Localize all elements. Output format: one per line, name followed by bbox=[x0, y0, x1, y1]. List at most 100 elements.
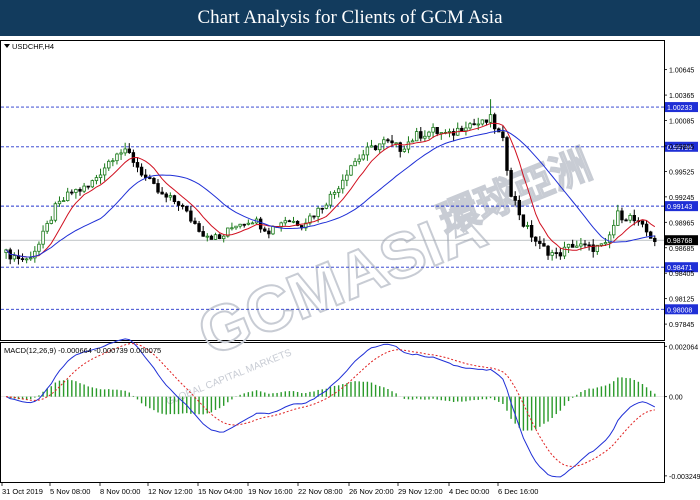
candle-body bbox=[521, 214, 526, 227]
candle-body bbox=[250, 222, 255, 225]
candle-body bbox=[640, 220, 645, 225]
candle-body bbox=[263, 228, 267, 232]
candle-body bbox=[222, 235, 226, 240]
y-tick-label: 1.00645 bbox=[669, 68, 694, 75]
candle-body bbox=[65, 191, 70, 201]
candle-body bbox=[603, 242, 608, 245]
candles bbox=[4, 99, 657, 265]
candle-body bbox=[431, 126, 435, 133]
candle-body bbox=[398, 142, 402, 152]
candle-body bbox=[78, 189, 82, 192]
candle-body bbox=[353, 160, 357, 167]
x-tick-label: 12 Nov 12:00 bbox=[148, 487, 193, 496]
candle-body bbox=[308, 215, 312, 224]
candle-body bbox=[304, 222, 308, 229]
candle-body bbox=[382, 139, 386, 145]
candle-body bbox=[365, 146, 370, 156]
candle-body bbox=[86, 185, 90, 188]
candle-body bbox=[505, 137, 509, 171]
candle-body bbox=[591, 244, 595, 252]
candle-body bbox=[287, 220, 292, 223]
candle-body bbox=[267, 230, 271, 235]
candle-body bbox=[119, 152, 123, 155]
level-price-label: 0.98008 bbox=[667, 307, 692, 314]
candle-body bbox=[41, 230, 45, 245]
candle-body bbox=[332, 192, 337, 195]
y-tick-label: 0.99805 bbox=[669, 144, 694, 151]
candle-body bbox=[45, 223, 49, 232]
x-tick-label: 8 Nov 00:00 bbox=[100, 487, 140, 496]
y-tick-label: 0.99245 bbox=[669, 195, 694, 202]
x-tick-label: 15 Nov 04:00 bbox=[198, 487, 243, 496]
level-price-label: 0.98471 bbox=[667, 265, 692, 272]
candle-body bbox=[180, 204, 185, 207]
candle-body bbox=[217, 234, 222, 240]
candle-body bbox=[37, 243, 41, 252]
candle-body bbox=[386, 139, 390, 142]
candle-body bbox=[562, 246, 567, 257]
candle-body bbox=[575, 245, 579, 248]
candle-body bbox=[127, 148, 131, 153]
candle-body bbox=[427, 131, 431, 137]
candle-body bbox=[320, 207, 324, 210]
moving-averages bbox=[5, 122, 656, 258]
axes: 1.00645 1.00365 1.00085 0.99805 0.99525 0.992… bbox=[1, 68, 700, 496]
candle-body bbox=[349, 165, 353, 176]
candle-body bbox=[595, 244, 600, 252]
candle-body bbox=[271, 226, 275, 235]
candle-body bbox=[476, 123, 480, 126]
candle-body bbox=[123, 148, 127, 154]
candle-body bbox=[12, 255, 17, 260]
candle-body bbox=[378, 143, 382, 151]
candle-body bbox=[57, 200, 62, 205]
candle-body bbox=[107, 160, 111, 169]
candle-body bbox=[451, 131, 456, 136]
candle-body bbox=[234, 225, 238, 229]
candle-body bbox=[525, 225, 530, 227]
candle-body bbox=[460, 127, 464, 132]
symbol-dropdown-icon[interactable] bbox=[4, 44, 10, 48]
candle-body bbox=[328, 193, 333, 206]
candle-body bbox=[616, 210, 620, 226]
symbol-label: USDCHF,H4 bbox=[12, 42, 54, 51]
macd-signal-line bbox=[6, 343, 655, 468]
macd-y-tick-label: -0.003249 bbox=[669, 474, 700, 481]
candle-body bbox=[283, 220, 287, 224]
level-price-label: 0.99796 bbox=[667, 145, 692, 152]
candle-body bbox=[579, 243, 583, 247]
candle-body bbox=[472, 123, 476, 126]
candle-body bbox=[414, 131, 419, 142]
candle-body bbox=[70, 191, 74, 194]
ma-slow-line bbox=[5, 129, 655, 258]
candle-body bbox=[160, 191, 164, 195]
level-price-box bbox=[665, 304, 698, 315]
candle-body bbox=[599, 243, 604, 246]
level-price-box bbox=[665, 262, 698, 273]
macd-y-tick-label: 0.00 bbox=[669, 395, 683, 402]
candle-body bbox=[209, 235, 214, 240]
candle-body bbox=[213, 234, 218, 240]
x-tick-label: 5 Nov 08:00 bbox=[50, 487, 90, 496]
candle-body bbox=[570, 243, 575, 248]
candle-body bbox=[653, 237, 657, 242]
candle-body bbox=[410, 140, 415, 143]
candle-body bbox=[361, 154, 365, 160]
x-tick-label: 31 Oct 2019 bbox=[2, 487, 43, 496]
y-tick-label: 1.00085 bbox=[669, 119, 694, 126]
candle-body bbox=[513, 195, 517, 201]
candle-body bbox=[291, 220, 296, 223]
candle-body bbox=[189, 210, 193, 222]
candle-body bbox=[607, 234, 612, 243]
candle-body bbox=[369, 145, 374, 148]
candle-body bbox=[612, 224, 616, 236]
level-price-box bbox=[665, 201, 698, 212]
y-tick-label: 1.00365 bbox=[669, 93, 694, 100]
candle-body bbox=[197, 223, 201, 232]
candle-body bbox=[632, 215, 636, 222]
x-tick-label: 6 Dec 16:00 bbox=[498, 487, 538, 496]
x-tick-label: 4 Dec 00:00 bbox=[449, 487, 489, 496]
candle-body bbox=[583, 243, 587, 246]
candle-body bbox=[61, 200, 66, 202]
candle-body bbox=[258, 218, 263, 230]
